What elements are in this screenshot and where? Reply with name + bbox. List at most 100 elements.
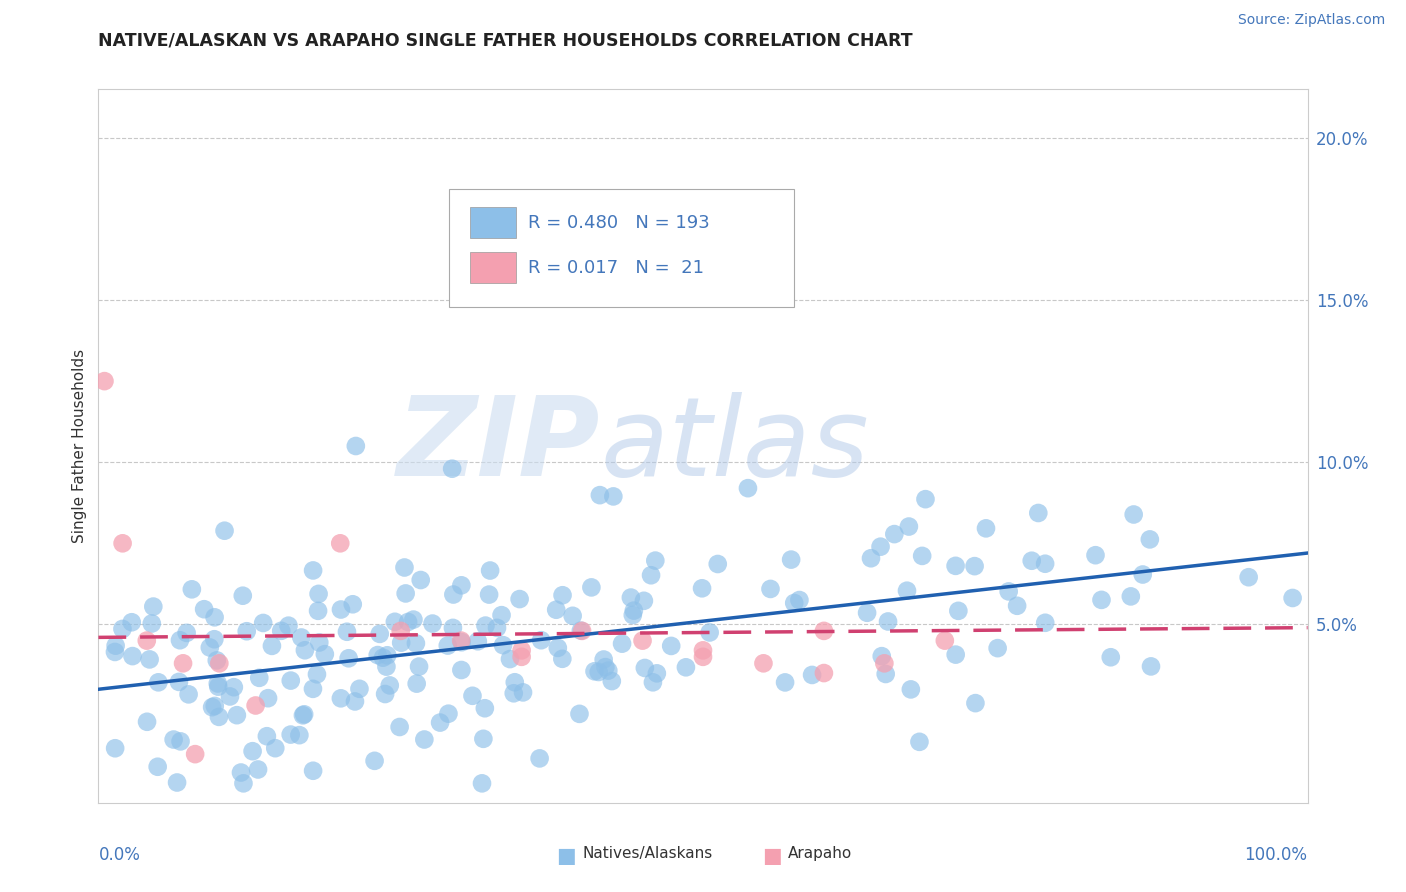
Point [198,640,221,655]
Point [491,608,513,623]
Point [530,633,553,648]
Point [908,735,931,749]
Point [934,633,956,648]
Point [135,633,157,648]
Point [870,649,893,664]
Point [450,635,472,649]
Point [485,621,508,635]
Point [592,652,614,666]
Point [699,625,721,640]
Point [997,584,1019,599]
Point [1099,650,1122,665]
Point [437,706,460,721]
Point [184,747,207,761]
Point [302,764,325,778]
Point [292,707,315,722]
Point [569,624,592,638]
Point [172,657,194,671]
Point [375,659,398,673]
Point [260,639,283,653]
Text: Natives/Alaskans: Natives/Alaskans [582,846,713,861]
Point [307,604,329,618]
Point [441,461,464,475]
Point [138,652,160,666]
Point [146,760,169,774]
Point [180,582,202,597]
Point [474,618,496,632]
Text: 0.0%: 0.0% [98,846,141,863]
Point [474,701,496,715]
Point [896,583,918,598]
Point [690,582,713,596]
Point [911,549,934,563]
Point [478,588,501,602]
Point [405,676,427,690]
Point [291,708,314,723]
Point [467,634,489,648]
Point [644,553,666,567]
FancyBboxPatch shape [449,189,793,307]
Point [245,698,267,713]
Point [620,591,643,605]
Point [675,660,697,674]
Point [349,681,371,696]
Point [737,481,759,495]
Point [588,665,610,679]
Point [1021,554,1043,568]
Point [450,578,472,592]
Point [875,667,897,681]
Point [330,602,353,616]
Point [256,729,278,743]
Point [502,686,524,700]
Point [450,633,472,648]
Point [645,666,668,681]
Point [1026,506,1049,520]
Point [413,732,436,747]
Point [877,615,900,629]
Text: R = 0.017   N =  21: R = 0.017 N = 21 [527,259,703,277]
Point [308,587,330,601]
Point [402,613,425,627]
Point [640,568,662,582]
Point [219,690,242,704]
Point [492,638,515,652]
Point [169,734,191,748]
Point [450,663,472,677]
Point [329,691,352,706]
Point [945,648,967,662]
Point [207,676,229,690]
Point [314,647,336,661]
Point [789,593,811,607]
FancyBboxPatch shape [470,207,516,238]
Point [204,610,226,624]
Point [510,643,533,657]
Point [290,631,312,645]
Point [232,776,254,790]
Point [389,636,412,650]
Point [242,744,264,758]
Point [813,624,835,638]
Point [471,776,494,790]
Point [1033,557,1056,571]
Point [659,639,682,653]
Point [499,652,522,666]
Point [136,714,159,729]
Point [204,698,226,713]
Point [621,608,644,623]
Point [167,674,190,689]
Point [280,673,302,688]
Point [367,648,389,662]
Point [759,582,782,596]
Point [336,624,359,639]
Point [633,594,655,608]
Point [409,573,432,587]
Point [581,581,603,595]
Point [602,490,624,504]
Point [1090,593,1112,607]
Point [783,596,806,610]
Point [974,521,997,535]
Point [873,657,896,671]
Point [202,632,225,647]
Text: atlas: atlas [600,392,869,500]
Point [222,680,245,694]
